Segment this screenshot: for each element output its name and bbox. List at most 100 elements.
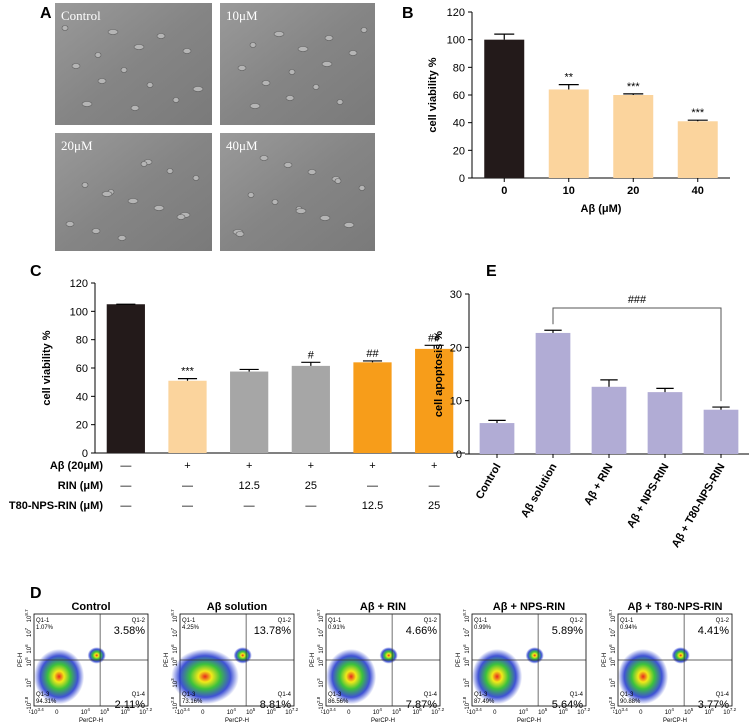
tick-label: 107: [462, 627, 471, 637]
bar: [535, 332, 571, 454]
y-tick-label: 40: [453, 118, 465, 130]
x-tick-label: Aβ + RIN: [582, 461, 615, 507]
tick-base: 0: [493, 710, 497, 716]
tick-label: 106: [316, 644, 325, 654]
tick-label: -102.8: [170, 696, 179, 711]
image-label: 20μM: [61, 138, 93, 153]
y-tick-label: 80: [453, 62, 465, 74]
table-cell: —: [120, 460, 131, 472]
y-tick-label: 60: [453, 90, 465, 102]
tick-base: 10: [538, 710, 545, 716]
cell-shape: [307, 169, 317, 175]
quadrant-name: Q1-2: [132, 618, 146, 624]
cell-shape: [61, 25, 69, 31]
quadrant-percent: 3.77%: [698, 699, 729, 711]
cell-shape: [288, 69, 296, 75]
tick-sup: 5: [24, 657, 29, 660]
x-tick-label: Aβ + NPS-RIN: [625, 461, 672, 530]
y-tick-label: 0: [456, 449, 462, 461]
tick-base: 10: [173, 680, 179, 687]
tick-base: 10: [684, 710, 691, 716]
tick-label: 106: [462, 644, 471, 654]
micrograph: [220, 133, 375, 251]
bracket-label: ###: [628, 294, 647, 306]
tick-sup: 4: [233, 707, 236, 712]
cell-shape: [237, 65, 247, 71]
quadrant-percent: 3.58%: [114, 625, 145, 637]
tick-base: 10: [285, 710, 292, 716]
x-axis-label: PerCP-H: [663, 718, 687, 724]
quadrant-percent: 4.66%: [406, 625, 437, 637]
tick-base: 10: [392, 710, 399, 716]
table-cell: +: [246, 460, 252, 472]
table-cell: 12.5: [238, 480, 259, 492]
tick-label: 105: [684, 707, 694, 716]
table-cell: —: [244, 500, 255, 512]
tick-base: 10: [121, 710, 128, 716]
tick-base: 10: [27, 680, 33, 687]
quadrant-percent: 7.87%: [406, 699, 437, 711]
tick-label: 107: [608, 627, 617, 637]
table-cell: 12.5: [362, 500, 383, 512]
tick-label: 107.2: [723, 707, 736, 716]
table-cell: +: [369, 460, 375, 472]
plot-title: Aβ + NPS-RIN: [493, 601, 565, 613]
tick-label: 106: [608, 644, 617, 654]
tick-base: 10: [611, 659, 617, 666]
tick-sup: 3.4: [475, 707, 482, 712]
quadrant-percent: 5.64%: [552, 699, 583, 711]
image-label: 40μM: [226, 138, 258, 153]
tick-label: 106: [170, 644, 179, 654]
tick-sup: 4: [379, 707, 382, 712]
density-cloud: [618, 648, 669, 705]
tick-base: 10: [465, 646, 471, 653]
tick-base: 10: [27, 630, 33, 637]
tick-sup: 5: [462, 657, 467, 660]
x-axis-label: PerCP-H: [517, 718, 541, 724]
tick-base: 0: [55, 710, 59, 716]
x-axis-label: PerCP-H: [371, 718, 395, 724]
tick-label: 104: [81, 707, 91, 716]
tick-base: 10: [319, 680, 325, 687]
tick-label: 107: [170, 627, 179, 637]
y-tick-label: 0: [82, 448, 88, 460]
tick-label: 107.2: [285, 707, 298, 716]
table-cell: +: [184, 460, 190, 472]
cell-shape: [81, 101, 93, 107]
tick-sup: 7.2: [146, 707, 153, 712]
tick-label: 106: [121, 707, 131, 716]
tick-base: 10: [319, 646, 325, 653]
tick-sup: 4: [671, 707, 674, 712]
tick-sup: 2.8: [316, 696, 321, 703]
y-tick-label: 0: [459, 173, 465, 185]
cell-shape: [153, 205, 165, 211]
quadrant-percent: 73.16%: [182, 699, 203, 705]
cell-shape: [91, 228, 101, 234]
significance-label: ***: [181, 366, 195, 378]
tick-sup: 3.4: [183, 707, 190, 712]
quadrant-name: Q1-3: [328, 692, 342, 698]
table-row-label: T80-NPS-RIN (μM): [9, 500, 103, 512]
tick-label: 105: [462, 657, 471, 667]
density-cloud: [326, 648, 377, 705]
tick-base: 10: [465, 680, 471, 687]
cell-shape: [348, 50, 358, 56]
tick-label: 103: [24, 678, 33, 688]
y-axis-label: cell viability %: [427, 57, 439, 132]
cell-shape: [360, 27, 368, 33]
tick-sup: 4: [525, 707, 528, 712]
tick-sup: 3.4: [621, 707, 628, 712]
cell-shape: [297, 46, 309, 52]
tick-sup: 3: [170, 678, 175, 681]
tick-sup: 8.7: [608, 609, 613, 616]
significance-label: #: [308, 349, 315, 361]
panel-letter: A: [40, 5, 52, 22]
tick-label: 108.7: [608, 609, 617, 622]
quadrant-percent: 2.11%: [115, 699, 146, 711]
y-axis-label: PE-H: [456, 653, 462, 667]
tick-sup: 5: [170, 657, 175, 660]
cell-shape: [336, 99, 344, 105]
cell-shape: [192, 175, 200, 181]
x-tick-label: 40: [692, 185, 704, 197]
tick-base: 0: [639, 710, 643, 716]
